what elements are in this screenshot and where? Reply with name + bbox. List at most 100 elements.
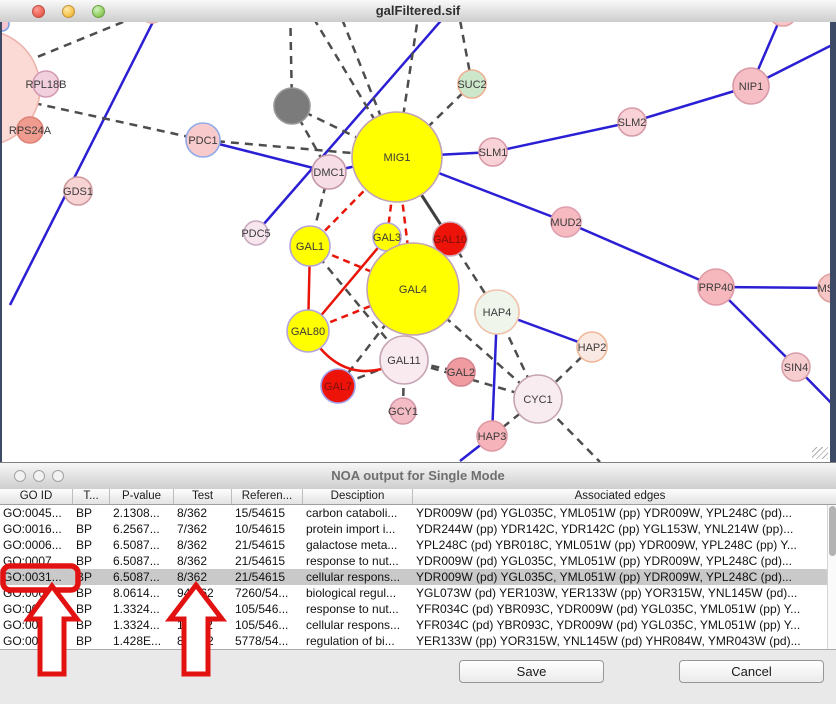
column-header-referen---[interactable]: Referen... bbox=[232, 489, 303, 504]
cell-edges: YDR009W (pd) YGL035C, YML051W (pp) YDR00… bbox=[416, 570, 792, 584]
network-edge[interactable] bbox=[309, 156, 398, 247]
node-label: PDC1 bbox=[188, 135, 217, 147]
node-dmc1[interactable] bbox=[311, 154, 347, 190]
save-button[interactable]: Save bbox=[459, 660, 604, 683]
cell-pvalue: 6.5087... bbox=[113, 554, 160, 568]
node-hap2[interactable] bbox=[576, 331, 608, 363]
node-rps24a[interactable] bbox=[16, 116, 44, 144]
network-edge[interactable] bbox=[395, 22, 420, 158]
node-label: MIG1 bbox=[384, 152, 411, 164]
cell-desc: response to nut... bbox=[306, 554, 399, 568]
node-gal4[interactable] bbox=[366, 242, 460, 336]
node-prp40[interactable] bbox=[697, 268, 735, 306]
node-unlabeled[interactable] bbox=[0, 22, 10, 32]
node-gal7[interactable] bbox=[320, 368, 356, 404]
zoom-button[interactable] bbox=[92, 5, 105, 18]
network-edge[interactable] bbox=[631, 84, 752, 124]
cell-pvalue: 6.5087... bbox=[113, 538, 160, 552]
network-edge[interactable] bbox=[202, 138, 330, 174]
node-label: HAP4 bbox=[483, 307, 512, 319]
cell-test: 8/362 bbox=[177, 538, 208, 552]
network-edge[interactable] bbox=[19, 98, 204, 142]
node-label: GAL80 bbox=[291, 326, 325, 338]
table-row[interactable]: GO:0045... BP 2.1308... 8/362 15/54615 carbon… bbox=[0, 505, 827, 521]
cell-pvalue: 1.3324... bbox=[113, 602, 160, 616]
cell-test: 8/362 bbox=[177, 570, 208, 584]
close-button[interactable] bbox=[14, 470, 26, 482]
scrollbar-thumb[interactable] bbox=[829, 506, 836, 556]
node-gal1[interactable] bbox=[289, 225, 331, 267]
node-gds1[interactable] bbox=[63, 176, 93, 206]
network-edge[interactable] bbox=[8, 22, 160, 306]
cell-ref: 5778/54... bbox=[235, 634, 289, 648]
network-edge[interactable] bbox=[715, 286, 797, 368]
network-edge[interactable] bbox=[309, 245, 405, 361]
node-pdc1[interactable] bbox=[185, 122, 221, 158]
column-header-associated-edges[interactable]: Associated edges bbox=[574, 490, 666, 502]
table-scrollbar[interactable] bbox=[827, 505, 836, 649]
node-nip1[interactable] bbox=[732, 67, 770, 105]
cell-desc: carbon cataboli... bbox=[306, 506, 398, 520]
cancel-button[interactable]: Cancel bbox=[679, 660, 824, 683]
minimize-button[interactable] bbox=[33, 470, 45, 482]
node-gal2[interactable] bbox=[446, 357, 476, 387]
table-row[interactable]: GO:0050... BP 1.428E... 80/362 5778/54... reg… bbox=[0, 633, 827, 649]
column-header-test[interactable]: Test bbox=[174, 489, 232, 504]
table-row[interactable]: GO:0031... BP 1.3324... 11/362 105/546... res… bbox=[0, 601, 827, 617]
network-edge[interactable] bbox=[202, 138, 398, 159]
cell-go: GO:0065... bbox=[3, 586, 62, 600]
node-pdc5[interactable] bbox=[243, 220, 269, 246]
cell-ref: 10/54615 bbox=[235, 522, 286, 536]
node-label: SLM1 bbox=[479, 147, 508, 159]
cell-type: BP bbox=[76, 586, 93, 600]
resize-grip[interactable] bbox=[812, 447, 828, 459]
network-edge[interactable] bbox=[565, 220, 717, 289]
node-slm1[interactable] bbox=[478, 137, 508, 167]
node-unlabeled[interactable] bbox=[273, 87, 311, 125]
cell-go: GO:0050... bbox=[3, 634, 62, 648]
noa-output-window: NOA output for Single Mode GO ID T... P-va… bbox=[0, 462, 836, 704]
close-button[interactable] bbox=[32, 5, 45, 18]
network-edge[interactable] bbox=[291, 104, 398, 159]
network-edge[interactable] bbox=[255, 22, 452, 234]
cell-ref: 105/546... bbox=[235, 618, 289, 632]
network-canvas[interactable]: RPL18B RPS24A GDS1 PDC1 DMC1 MIG1 SUC2 SLM1 SLM2… bbox=[0, 22, 836, 462]
cell-desc: protein import i... bbox=[306, 522, 396, 536]
cell-desc: cellular respons... bbox=[306, 570, 401, 584]
node-gal10[interactable] bbox=[432, 221, 468, 257]
table-row[interactable]: GO:0065... BP 8.0614... 94/362 7260/54... bio… bbox=[0, 585, 827, 601]
node-sin4[interactable] bbox=[781, 352, 811, 382]
node-unlabeled[interactable] bbox=[769, 22, 797, 27]
node-gal11[interactable] bbox=[379, 335, 429, 385]
node-mud2[interactable] bbox=[550, 206, 582, 238]
column-header-desciption[interactable]: Desciption bbox=[303, 489, 413, 504]
column-header-p-value[interactable]: P-value bbox=[110, 489, 174, 504]
cell-type: BP bbox=[76, 618, 93, 632]
table-row[interactable]: GO:0031... BP 6.5087... 8/362 21/54615 cellul… bbox=[0, 569, 827, 585]
table-row[interactable]: GO:0016... BP 6.2567... 7/362 10/54615 protei… bbox=[0, 521, 827, 537]
node-hap4[interactable] bbox=[474, 289, 520, 335]
node-unlabeled[interactable] bbox=[140, 22, 164, 24]
node-gal80[interactable] bbox=[286, 309, 330, 353]
node-rpl18b[interactable] bbox=[32, 70, 60, 98]
node-hap3[interactable] bbox=[476, 420, 508, 452]
node-gcy1[interactable] bbox=[389, 397, 417, 425]
cell-desc: biological regul... bbox=[306, 586, 397, 600]
minimize-button[interactable] bbox=[62, 5, 75, 18]
network-edge[interactable] bbox=[492, 120, 633, 154]
zoom-button[interactable] bbox=[52, 470, 64, 482]
node-slm2[interactable] bbox=[617, 107, 647, 137]
node-suc2[interactable] bbox=[457, 69, 487, 99]
table-row[interactable]: GO:0006... BP 6.5087... 8/362 21/54615 galact… bbox=[0, 537, 827, 553]
table-row[interactable]: GO:0007... BP 6.5087... 8/362 21/54615 respon… bbox=[0, 553, 827, 569]
node-label: NIP1 bbox=[739, 81, 763, 93]
node-mig1[interactable] bbox=[351, 111, 443, 203]
window-title: galFiltered.sif bbox=[375, 3, 461, 18]
column-header-t---[interactable]: T... bbox=[73, 489, 110, 504]
table-header: GO ID T... P-value Test Referen... Desciption… bbox=[0, 489, 836, 505]
network-graph: RPL18B RPS24A GDS1 PDC1 DMC1 MIG1 SUC2 SLM1 SLM2… bbox=[0, 22, 836, 462]
noa-window-title: NOA output for Single Mode bbox=[331, 468, 505, 483]
node-cyc1[interactable] bbox=[513, 374, 563, 424]
column-header-go-id[interactable]: GO ID bbox=[0, 489, 73, 504]
table-row[interactable]: GO:0031... BP 1.3324... 11/362 105/546... cel… bbox=[0, 617, 827, 633]
